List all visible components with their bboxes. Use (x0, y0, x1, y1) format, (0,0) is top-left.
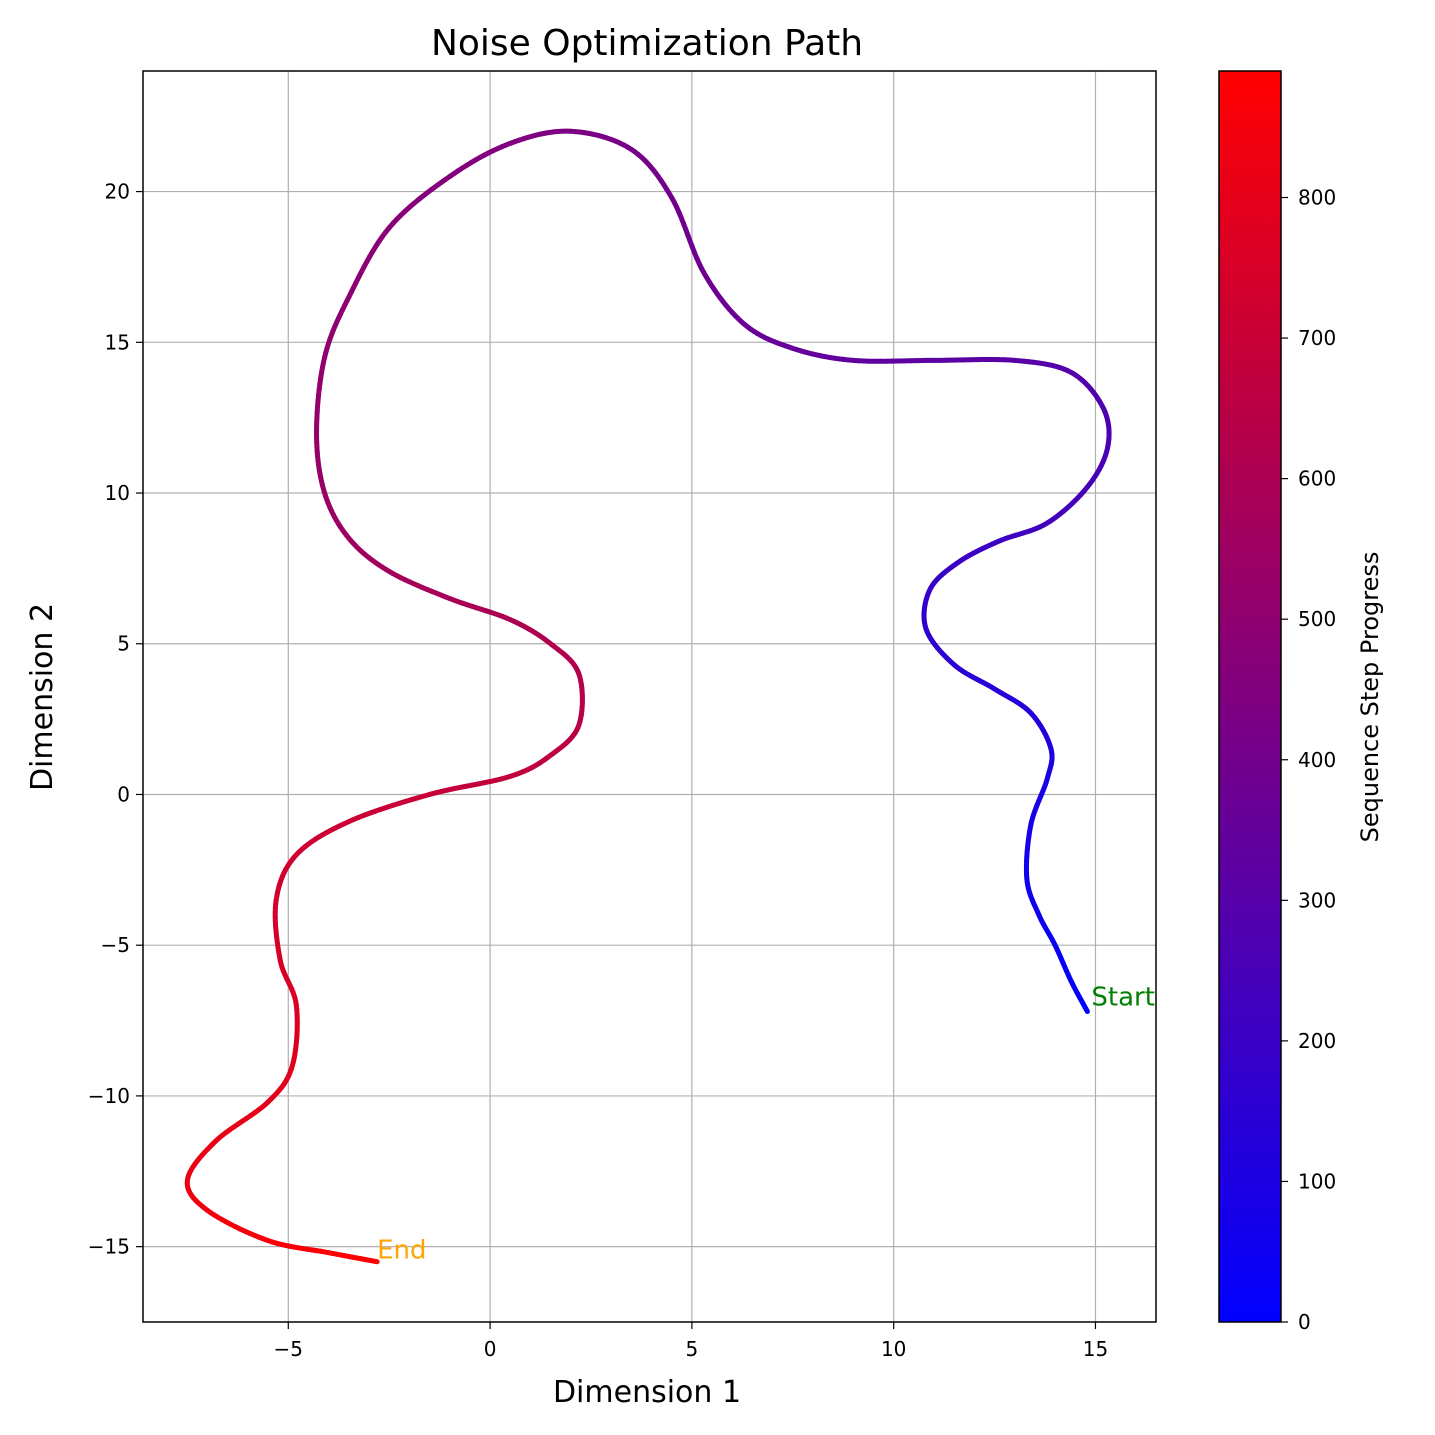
chart-title: Noise Optimization Path (431, 23, 863, 64)
colorbar-tick-label: 500 (1298, 607, 1336, 631)
optimization-path (184, 128, 1112, 1265)
x-axis-label: Dimension 1 (553, 1375, 741, 1410)
x-tick-label: 10 (881, 1337, 906, 1361)
x-axis-ticks: −5 0 5 10 15 (274, 1322, 1108, 1361)
colorbar-tick-label: 700 (1298, 326, 1336, 350)
colorbar-tick-label: 0 (1298, 1310, 1311, 1334)
colorbar-tick-label: 100 (1298, 1169, 1336, 1193)
y-tick-label: 20 (105, 180, 130, 204)
colorbar-ticks: 0 100 200 300 400 500 600 700 800 (1281, 186, 1336, 1334)
x-tick-label: 5 (686, 1337, 699, 1361)
y-tick-label: −5 (101, 933, 130, 957)
x-tick-label: 15 (1083, 1337, 1108, 1361)
x-tick-label: 0 (484, 1337, 497, 1361)
colorbar-tick-label: 300 (1298, 888, 1336, 912)
colorbar-label: Sequence Step Progress (1356, 552, 1384, 843)
end-annotation: End (377, 1236, 426, 1266)
y-tick-label: 5 (117, 632, 130, 656)
y-axis-label: Dimension 2 (25, 603, 60, 791)
y-tick-label: 10 (105, 481, 130, 505)
plot-frame (142, 70, 1157, 1323)
y-tick-label: 0 (117, 782, 130, 806)
annotations: Start End (377, 982, 1155, 1265)
start-annotation: Start (1091, 982, 1155, 1012)
colorbar-tick-label: 800 (1298, 186, 1336, 210)
y-tick-label: −15 (88, 1235, 130, 1259)
y-tick-label: 15 (105, 330, 130, 354)
colorbar-tick-label: 200 (1298, 1029, 1336, 1053)
y-axis-ticks: −15 −10 −5 0 5 10 15 20 (88, 180, 143, 1259)
y-tick-label: −10 (88, 1084, 130, 1108)
colorbar (1218, 70, 1282, 1323)
x-tick-label: −5 (274, 1337, 303, 1361)
colorbar-tick-label: 400 (1298, 748, 1336, 772)
colorbar-tick-label: 600 (1298, 467, 1336, 491)
grid (143, 71, 1156, 1322)
